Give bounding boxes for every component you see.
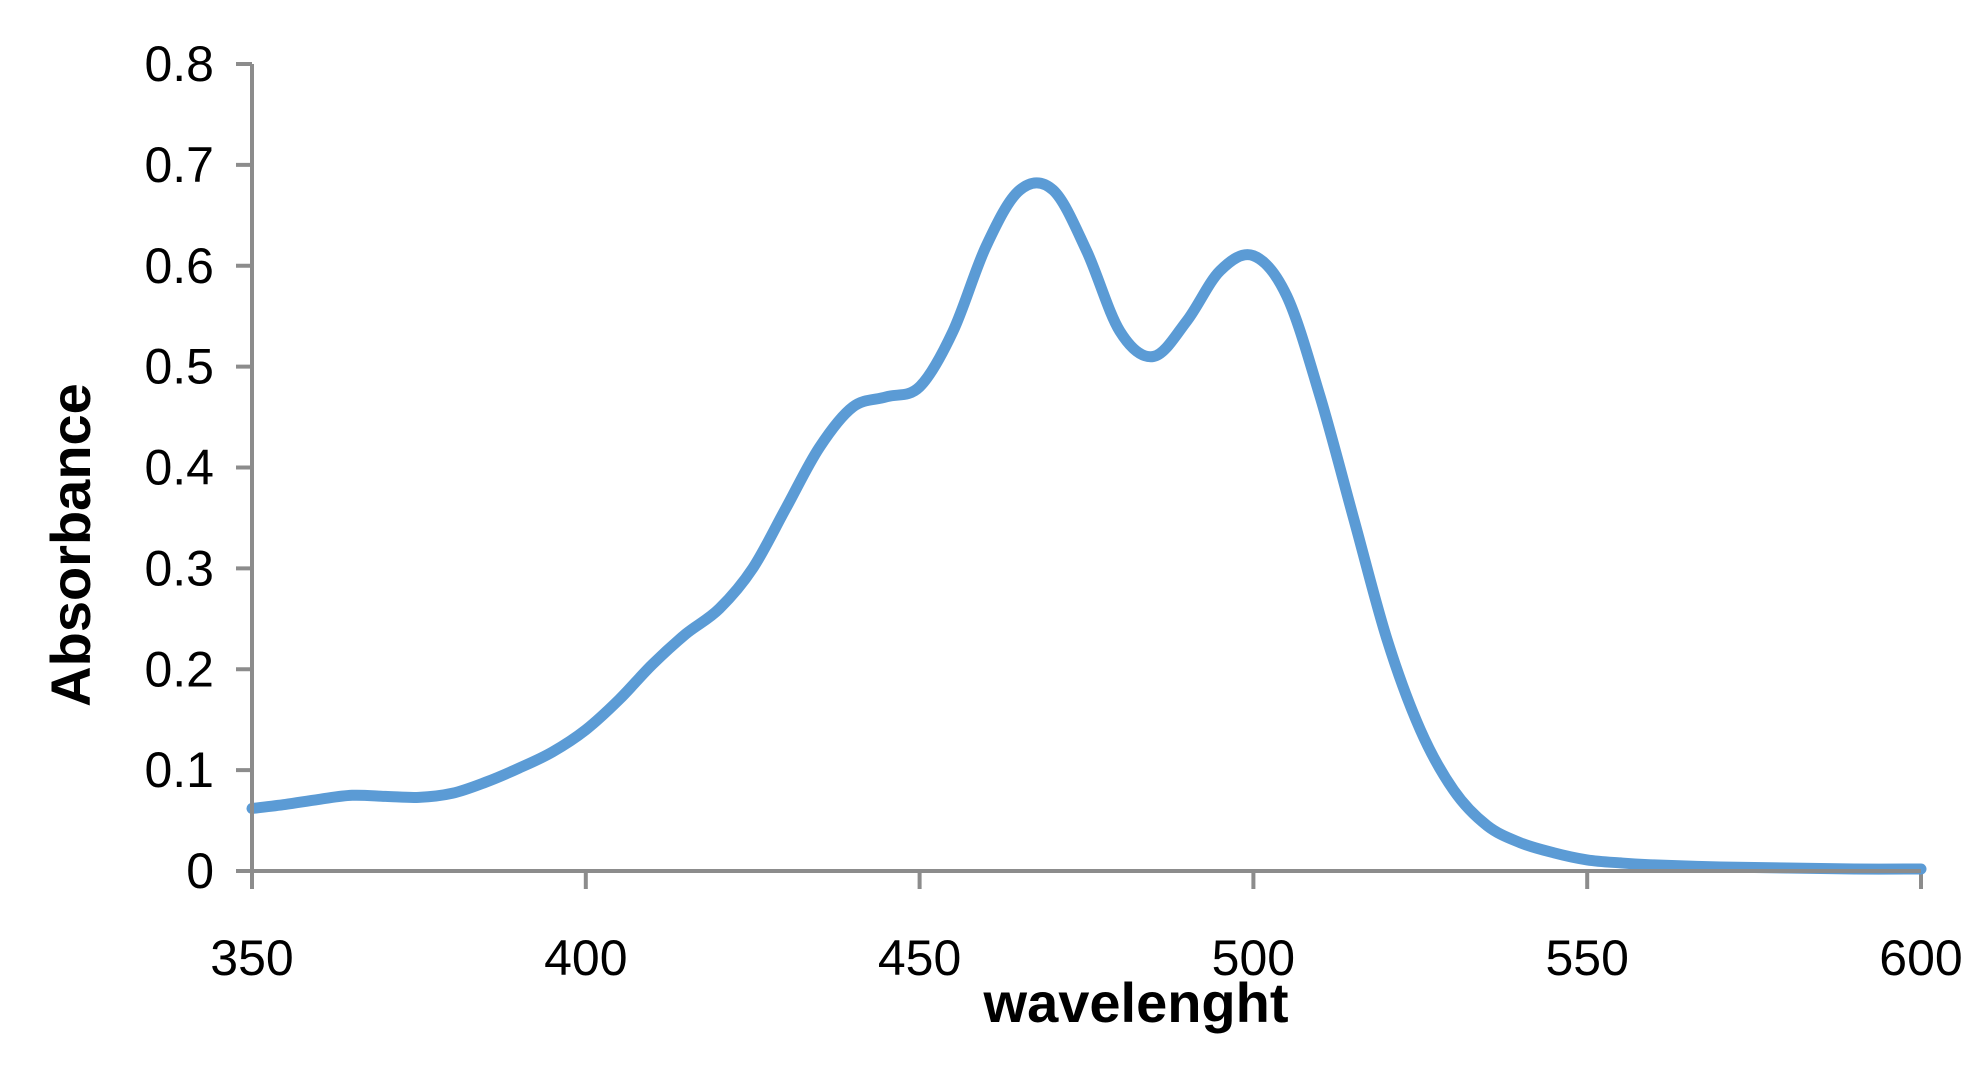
y-axis-ticks: 0 0.1 0.2 0.3 0.4 0.5 0.6 0.7 0.8 [144,36,252,899]
y-tick-label: 0.4 [144,440,214,496]
x-axis-title: wavelenght [983,971,1289,1034]
y-tick-label: 0.6 [144,238,214,294]
x-tick-label: 350 [210,930,293,986]
x-tick-label: 550 [1545,930,1628,986]
y-tick-label: 0.3 [144,540,214,596]
absorbance-series-line [246,177,1927,875]
y-tick-label: 0.1 [144,742,214,798]
y-tick-label: 0.8 [144,36,214,92]
x-tick-label: 450 [878,930,961,986]
x-tick-label: 500 [1212,930,1295,986]
y-tick-label: 0.5 [144,339,214,395]
y-axis-title: Absorbance [39,383,102,707]
x-tick-label: 600 [1879,930,1962,986]
x-tick-label: 400 [544,930,627,986]
y-tick-label: 0.7 [144,137,214,193]
x-axis-ticks: 350 400 450 500 550 600 [210,871,1963,986]
y-tick-label: 0.2 [144,641,214,697]
y-tick-label: 0 [186,843,214,899]
